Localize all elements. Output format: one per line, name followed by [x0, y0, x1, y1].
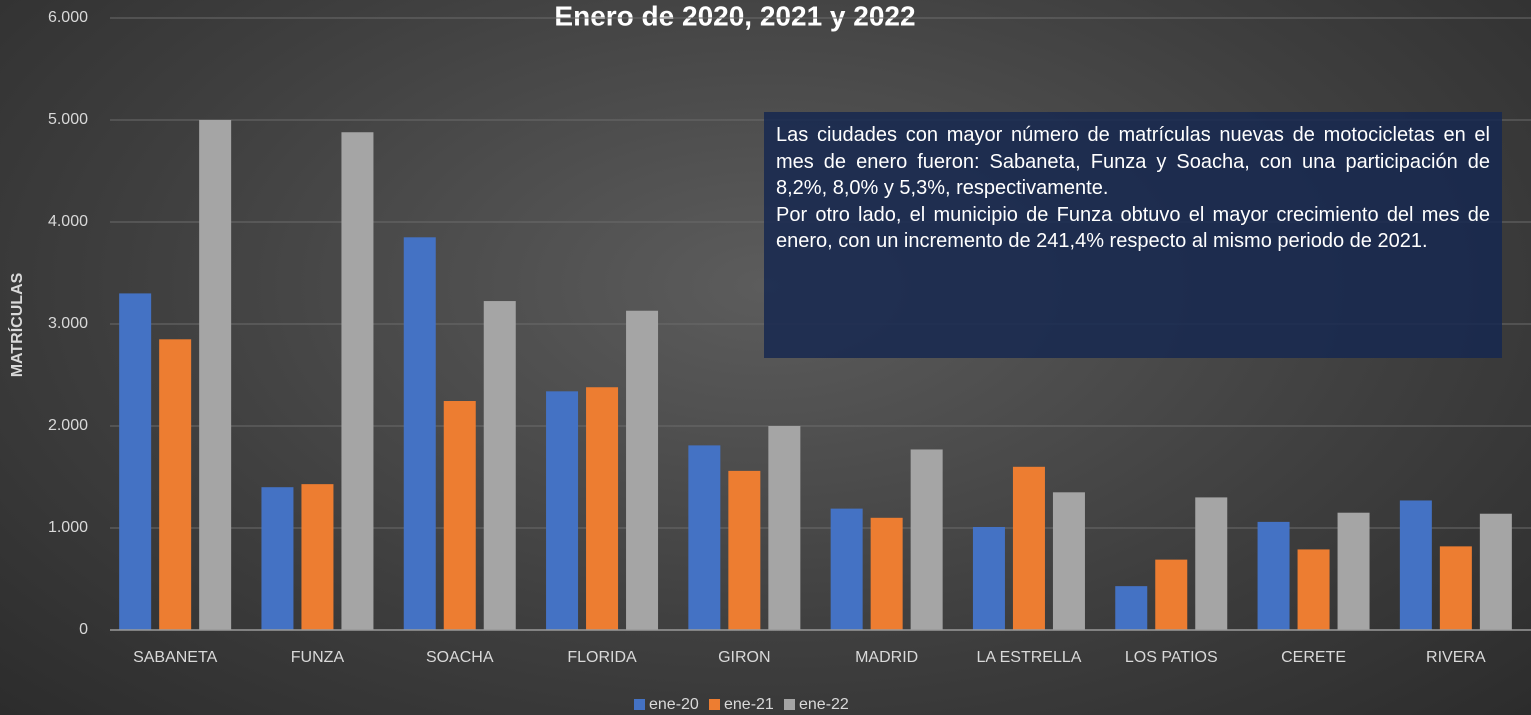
bar: [1479, 513, 1512, 630]
bar: [403, 237, 436, 631]
y-tick-label: 0: [79, 621, 88, 638]
y-tick-label: 3.000: [48, 315, 88, 332]
y-tick-label: 4.000: [48, 213, 88, 230]
bar: [159, 339, 192, 630]
chart-title: Enero de 2020, 2021 y 2022: [554, 0, 915, 31]
bar: [1052, 492, 1085, 630]
bar: [688, 445, 721, 630]
legend-swatch: [784, 699, 795, 710]
bar: [586, 387, 619, 630]
bar: [1012, 466, 1045, 630]
bar: [1297, 549, 1330, 630]
x-tick-label: LOS PATIOS: [1125, 649, 1218, 666]
bar: [830, 508, 863, 630]
x-tick-label: SABANETA: [133, 649, 218, 666]
bar: [301, 484, 334, 630]
x-tick-label: LA ESTRELLA: [976, 649, 1081, 666]
bar: [483, 301, 516, 630]
y-tick-label: 2.000: [48, 417, 88, 434]
bar: [546, 391, 579, 630]
bar: [443, 401, 476, 630]
legend-label: ene-21: [724, 696, 774, 713]
bar: [199, 120, 232, 630]
y-axis-label: MATRÍCULAS: [7, 272, 26, 377]
legend-label: ene-22: [799, 696, 849, 713]
bar: [910, 449, 943, 630]
bar: [1115, 586, 1148, 630]
legend-swatch: [634, 699, 645, 710]
bar: [1155, 559, 1188, 630]
bar: [1257, 521, 1290, 630]
bar: [1439, 546, 1472, 630]
y-tick-label: 5.000: [48, 111, 88, 128]
bar: [728, 470, 761, 630]
x-tick-label: SOACHA: [426, 649, 494, 666]
bar: [768, 426, 801, 630]
bar: [341, 132, 374, 631]
legend-label: ene-20: [649, 696, 699, 713]
x-tick-label: MADRID: [855, 649, 918, 666]
bar: [119, 293, 152, 630]
bar: [1337, 512, 1370, 630]
bar: [870, 517, 903, 630]
bar: [972, 526, 1005, 630]
bar: [1399, 500, 1432, 630]
annotation: Las ciudades con mayor número de matrícu…: [764, 112, 1502, 358]
annotation-paragraph: Por otro lado, el municipio de Funza obt…: [776, 203, 1490, 253]
y-tick-label: 6.000: [48, 9, 88, 26]
x-tick-label: GIRON: [718, 649, 770, 666]
x-tick-label: RIVERA: [1426, 649, 1486, 666]
x-tick-label: CERETE: [1281, 649, 1346, 666]
x-tick-label: FUNZA: [291, 649, 345, 666]
y-tick-label: 1.000: [48, 519, 88, 536]
annotation-paragraph: Las ciudades con mayor número de matrícu…: [776, 124, 1490, 199]
bar: [626, 310, 659, 630]
x-tick-label: FLORIDA: [567, 649, 637, 666]
bar: [1195, 497, 1228, 630]
bar: [261, 487, 294, 630]
legend-swatch: [709, 699, 720, 710]
